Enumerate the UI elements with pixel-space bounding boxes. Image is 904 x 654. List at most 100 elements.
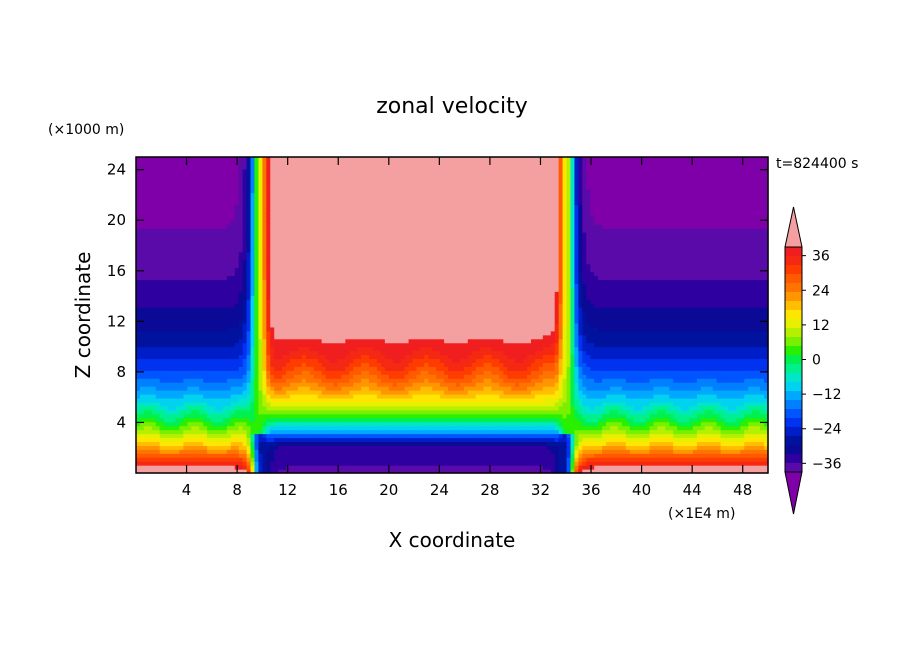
field-cell (179, 433, 184, 439)
field-cell (139, 338, 145, 344)
field-cell (317, 318, 323, 324)
field-cell (297, 291, 303, 296)
field-cell (155, 200, 161, 205)
field-cell (290, 208, 295, 213)
field-cell (349, 267, 354, 273)
field-cell (258, 263, 263, 269)
field-cell (230, 224, 236, 229)
field-cell (143, 196, 149, 202)
field-cell (242, 461, 248, 466)
field-cell (380, 350, 386, 356)
field-cell (317, 204, 323, 209)
field-cell (274, 243, 279, 249)
field-cell (337, 315, 342, 320)
field-cell (353, 370, 358, 375)
field-cell (262, 346, 267, 352)
field-cell (246, 243, 252, 249)
field-cell (301, 362, 307, 367)
field-cell (187, 338, 192, 344)
field-cell (139, 283, 145, 288)
field-cell (207, 228, 212, 233)
field-cell (222, 239, 228, 245)
field-cell (151, 208, 157, 213)
field-cell (274, 461, 279, 466)
field-cell (369, 311, 374, 316)
field-cell (290, 295, 295, 300)
field-cell (329, 172, 335, 178)
field-cell (333, 409, 339, 415)
field-cell (301, 188, 307, 194)
field-cell (369, 374, 374, 379)
field-cell (274, 429, 279, 435)
field-cell (234, 386, 240, 391)
field-cell (321, 417, 327, 423)
field-cell (361, 232, 366, 237)
field-cell (266, 453, 271, 458)
field-cell (376, 311, 382, 316)
field-cell (203, 374, 208, 379)
field-cell (183, 243, 188, 249)
field-cell (353, 322, 358, 328)
field-cell (159, 236, 165, 241)
field-cell (222, 461, 228, 466)
field-cell (305, 216, 311, 221)
field-cell (246, 354, 252, 360)
field-cell (262, 236, 267, 241)
field-cell (380, 449, 386, 454)
field-cell (195, 413, 200, 419)
field-cell (337, 255, 342, 261)
field-cell (139, 180, 145, 186)
field-cell (369, 346, 374, 352)
field-cell (211, 212, 216, 217)
field-cell (278, 354, 283, 360)
field-cell (234, 295, 240, 300)
field-cell (376, 449, 382, 454)
field-cell (199, 196, 204, 202)
field-cell (207, 421, 212, 427)
field-cell (305, 334, 311, 340)
field-cell (258, 251, 263, 257)
field-cell (215, 465, 220, 470)
field-cell (250, 267, 256, 273)
field-cell (207, 259, 212, 265)
field-cell (325, 334, 331, 340)
field-cell (155, 465, 161, 470)
field-cell (270, 338, 275, 344)
field-cell (353, 259, 358, 265)
field-cell (250, 255, 256, 261)
field-cell (139, 164, 145, 170)
field-cell (376, 216, 382, 221)
field-cell (349, 299, 354, 304)
field-cell (294, 283, 299, 288)
field-cell (349, 192, 354, 198)
field-cell (325, 405, 331, 411)
field-cell (301, 275, 307, 281)
field-cell (290, 429, 295, 435)
field-cell (282, 160, 287, 166)
field-cell (313, 176, 319, 182)
field-cell (234, 192, 240, 198)
field-cell (337, 405, 342, 411)
field-cell (317, 299, 323, 304)
field-cell (222, 279, 228, 284)
field-cell (313, 267, 319, 273)
field-cell (286, 216, 291, 221)
field-cell (199, 200, 204, 205)
field-cell (179, 413, 184, 419)
field-cell (143, 390, 149, 395)
field-cell (325, 350, 331, 356)
field-cell (345, 239, 350, 245)
field-cell (222, 267, 228, 273)
field-cell (305, 204, 311, 209)
field-cell (163, 401, 169, 407)
field-cell (238, 437, 244, 442)
field-cell (325, 247, 331, 253)
field-cell (218, 311, 224, 316)
field-cell (317, 180, 323, 186)
field-cell (282, 180, 287, 186)
field-cell (155, 208, 161, 213)
field-cell (321, 196, 327, 202)
field-cell (230, 433, 236, 439)
field-cell (321, 168, 327, 174)
field-cell (218, 342, 224, 348)
